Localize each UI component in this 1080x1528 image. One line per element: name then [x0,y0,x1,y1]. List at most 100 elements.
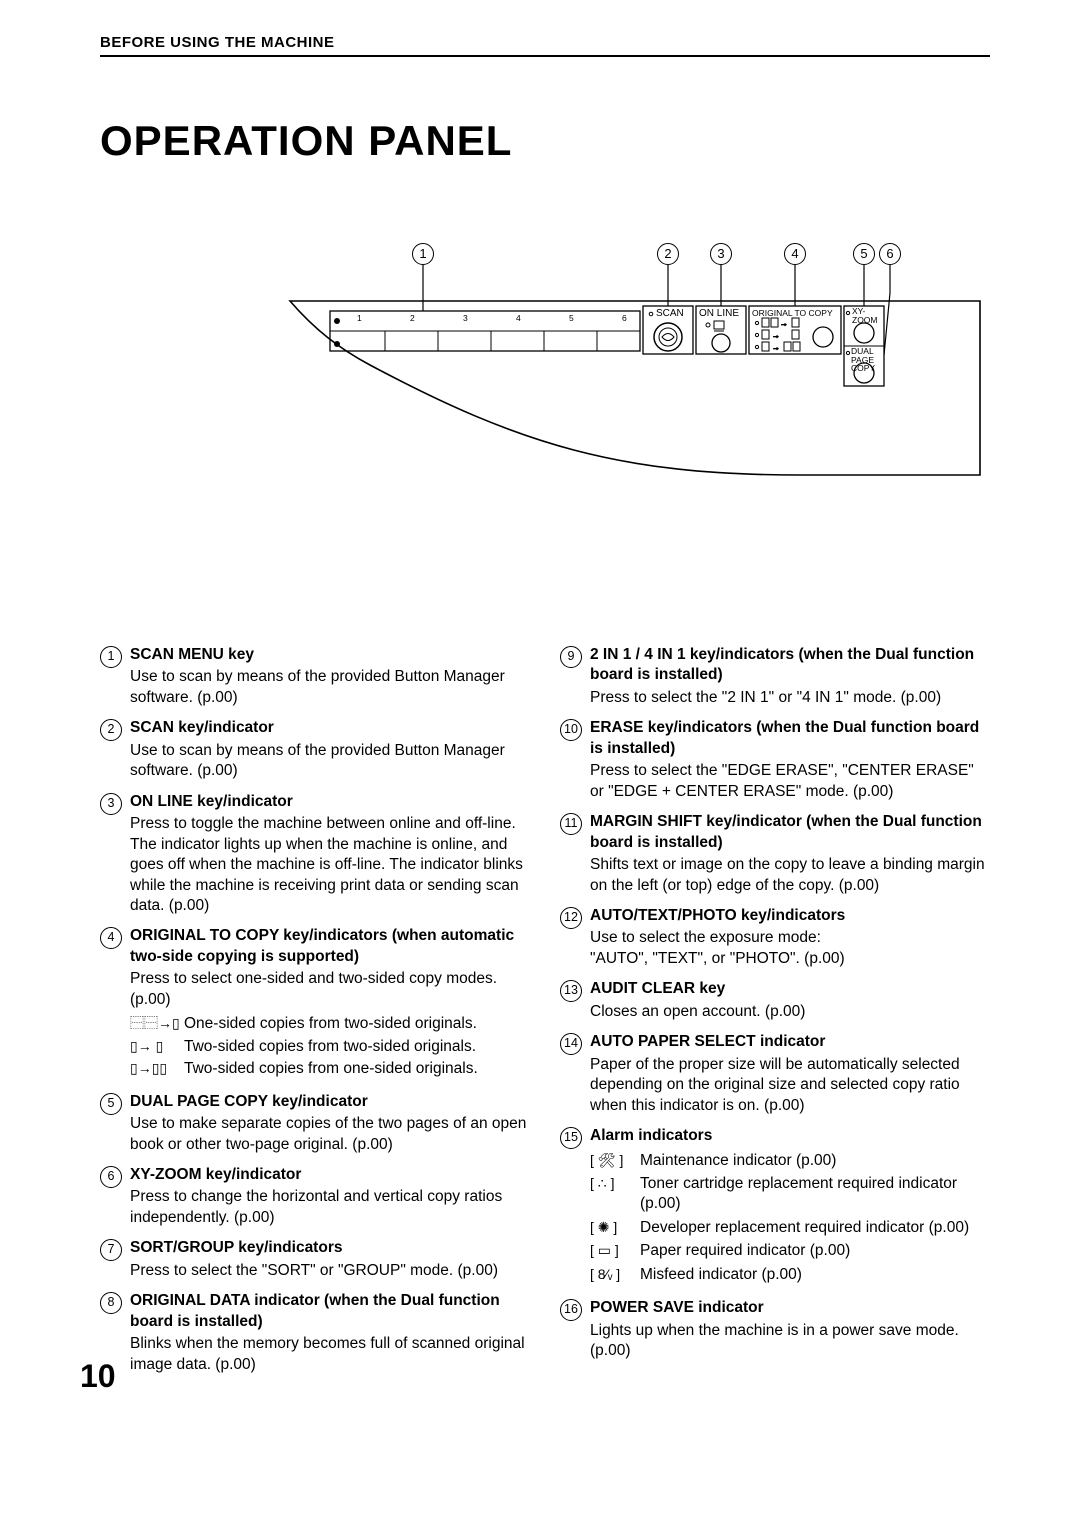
list-item: 12 AUTO/TEXT/PHOTO key/indicatorsUse to s… [560,906,990,969]
sub-row: ⿱⿱→▯One-sided copies from two-sided orig… [130,1014,530,1034]
item-body: POWER SAVE indicator Lights up when the m… [590,1298,990,1361]
item-body: SCAN key/indicator Use to scan by means o… [130,718,530,781]
item-number: 6 [100,1166,122,1188]
item-title: DUAL PAGE COPY key/indicator [130,1092,530,1112]
sub-row: ▯→ ▯Two-sided copies from two-sided orig… [130,1037,530,1057]
label-online: ON LINE [699,308,739,319]
item-title: AUTO/TEXT/PHOTO key/indicators [590,906,990,926]
item-title: SCAN key/indicator [130,718,530,738]
list-item: 4 ORIGINAL TO COPY key/indicators (when a… [100,926,530,1081]
menu-num-3: 3 [463,313,468,323]
item-body: ORIGINAL TO COPY key/indicators (when au… [130,926,530,1081]
callout-3: 3 [710,243,732,265]
alarm-icon: [ 🛠 ] [590,1151,640,1169]
page-number: 10 [80,1358,116,1395]
menu-num-4: 4 [516,313,521,323]
list-item: 3 ON LINE key/indicatorPress to toggle th… [100,792,530,917]
list-item: 6 XY-ZOOM key/indicatorPress to change th… [100,1165,530,1228]
callout-5: 5 [853,243,875,265]
item-desc: Paper of the proper size will be automat… [590,1055,990,1116]
item-desc: Shifts text or image on the copy to leav… [590,855,990,896]
svg-text:→: → [772,331,780,340]
alarm-row: [ ∴ ]Toner cartridge replacement require… [590,1174,990,1215]
alarm-row: [ ▭ ]Paper required indicator (p.00) [590,1241,990,1261]
list-item: 10 ERASE key/indicators (when the Dual fu… [560,718,990,802]
list-item: 92 IN 1 / 4 IN 1 key/indicators (when th… [560,645,990,708]
alarm-text: Developer replacement required indicator… [640,1218,990,1238]
list-item: 16POWER SAVE indicatorLights up when the… [560,1298,990,1361]
sub-text: One-sided copies from two-sided original… [184,1014,530,1034]
item-number: 4 [100,927,122,949]
list-item: 11 MARGIN SHIFT key/indicator (when the D… [560,812,990,896]
item-desc: Press to select the "EDGE ERASE", "CENTE… [590,761,990,802]
item-body: AUTO/TEXT/PHOTO key/indicatorsUse to sel… [590,906,990,969]
callout-6: 6 [879,243,901,265]
item-number: 1 [100,646,122,668]
item-title: SCAN MENU key [130,645,530,665]
item-title: AUDIT CLEAR key [590,979,990,999]
sub-text: Two-sided copies from one-sided original… [184,1059,530,1079]
item-body: ORIGINAL DATA indicator (when the Dual f… [130,1291,530,1375]
item-title: SORT/GROUP key/indicators [130,1238,530,1258]
list-item: 2 SCAN key/indicator Use to scan by means … [100,718,530,781]
item-body: DUAL PAGE COPY key/indicatorUse to make … [130,1092,530,1155]
item-number: 12 [560,907,582,929]
label-xyzoom: XY- ZOOM [852,307,878,324]
section-header: BEFORE USING THE MACHINE [100,34,990,51]
menu-num-6: 6 [622,313,627,323]
item-number: 13 [560,980,582,1002]
item-number: 15 [560,1127,582,1149]
item-title: ON LINE key/indicator [130,792,530,812]
item-desc: Use to select the exposure mode: "AUTO",… [590,928,990,969]
mode-icon: ▯→▯▯ [130,1059,184,1077]
item-desc: Blinks when the memory becomes full of s… [130,1334,530,1375]
list-item: 7SORT/GROUP key/indicatorsPress to selec… [100,1238,530,1281]
item-desc: Use to make separate copies of the two p… [130,1114,530,1155]
item-desc: Press to change the horizontal and verti… [130,1187,530,1228]
item-desc: Lights up when the machine is in a power… [590,1321,990,1362]
item-title: XY-ZOOM key/indicator [130,1165,530,1185]
item-desc: Use to scan by means of the provided But… [130,741,530,782]
item-desc: Closes an open account. (p.00) [590,1002,990,1022]
right-column: 92 IN 1 / 4 IN 1 key/indicators (when th… [560,645,990,1385]
list-item: 13 AUDIT CLEAR key Closes an open account.… [560,979,990,1022]
item-title: POWER SAVE indicator [590,1298,990,1318]
item-body: MARGIN SHIFT key/indicator (when the Dua… [590,812,990,896]
label-scan: SCAN [656,308,684,319]
item-body: ERASE key/indicators (when the Dual func… [590,718,990,802]
item-body: 2 IN 1 / 4 IN 1 key/indicators (when the… [590,645,990,708]
sub-row: ▯→▯▯Two-sided copies from one-sided orig… [130,1059,530,1079]
item-number: 14 [560,1033,582,1055]
mode-icon: ⿱⿱→▯ [130,1014,184,1032]
item-number: 11 [560,813,582,835]
sub-list: ⿱⿱→▯One-sided copies from two-sided orig… [130,1014,530,1079]
list-item: 14 AUTO PAPER SELECT indicator Paper of th… [560,1032,990,1116]
item-number: 8 [100,1292,122,1314]
list-item: 5 DUAL PAGE COPY key/indicatorUse to make… [100,1092,530,1155]
svg-text:→: → [772,343,780,352]
item-desc: Use to scan by means of the provided But… [130,667,530,708]
alarm-row: [ 🛠 ]Maintenance indicator (p.00) [590,1151,990,1171]
item-body: ON LINE key/indicatorPress to toggle the… [130,792,530,917]
panel-diagram: → → → 1 2 3 4 5 [100,245,990,545]
description-columns: 1SCAN MENU keyUse to scan by means of th… [100,645,990,1385]
alarm-text: Paper required indicator (p.00) [640,1241,990,1261]
label-orig-copy: ORIGINAL TO COPY [752,308,833,318]
item-number: 10 [560,719,582,741]
alarm-row: [ 8⁄ᵥ ]Misfeed indicator (p.00) [590,1265,990,1285]
alarm-icon: [ ▭ ] [590,1241,640,1259]
item-title: Alarm indicators [590,1126,990,1146]
item-desc: Press to select the "SORT" or "GROUP" mo… [130,1261,530,1281]
item-number: 3 [100,793,122,815]
list-item: 8 ORIGINAL DATA indicator (when the Dual … [100,1291,530,1375]
item-number: 2 [100,719,122,741]
menu-num-5: 5 [569,313,574,323]
alarm-icon: [ ✺ ] [590,1218,640,1236]
item-title: AUTO PAPER SELECT indicator [590,1032,990,1052]
item-number: 5 [100,1093,122,1115]
alarm-icon: [ 8⁄ᵥ ] [590,1265,640,1283]
callout-2: 2 [657,243,679,265]
item-desc: Press to select one-sided and two-sided … [130,969,530,1010]
item-body: Alarm indicators [ 🛠 ]Maintenance indicat… [590,1126,990,1288]
alarm-text: Maintenance indicator (p.00) [640,1151,990,1171]
